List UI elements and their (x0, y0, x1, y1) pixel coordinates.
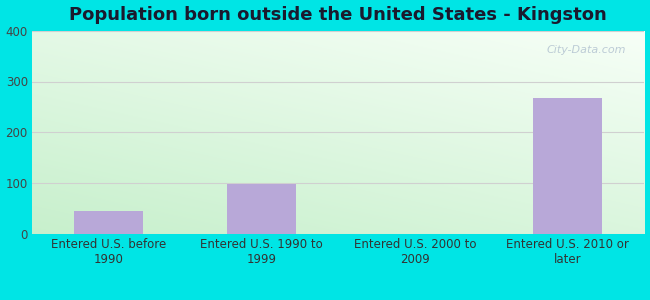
Text: City-Data.com: City-Data.com (547, 45, 626, 55)
Bar (227, 184, 296, 234)
Bar (74, 211, 143, 234)
Bar (534, 98, 603, 234)
Title: Population born outside the United States - Kingston: Population born outside the United State… (70, 6, 607, 24)
